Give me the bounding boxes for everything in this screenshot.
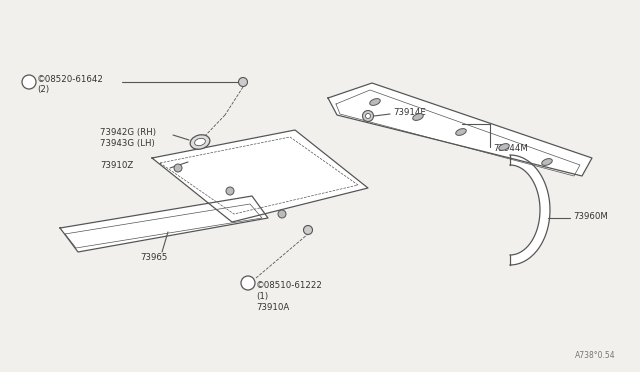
Polygon shape — [328, 83, 592, 176]
Polygon shape — [152, 130, 368, 222]
Polygon shape — [510, 155, 550, 265]
Text: S: S — [26, 79, 31, 85]
Text: 73942G (RH): 73942G (RH) — [100, 128, 156, 137]
Text: 73944M: 73944M — [493, 144, 528, 153]
Circle shape — [303, 225, 312, 234]
Ellipse shape — [195, 138, 205, 146]
Text: 73960M: 73960M — [573, 212, 608, 221]
Text: 73943G (LH): 73943G (LH) — [100, 138, 155, 148]
Text: S: S — [246, 280, 250, 286]
Text: 73910A: 73910A — [256, 302, 289, 311]
Circle shape — [239, 77, 248, 87]
Ellipse shape — [499, 144, 509, 150]
Text: A738°0.54: A738°0.54 — [575, 350, 616, 359]
Ellipse shape — [541, 158, 552, 166]
Text: ©08510-61222: ©08510-61222 — [256, 280, 323, 289]
Ellipse shape — [413, 113, 423, 121]
Text: 73965: 73965 — [140, 253, 168, 263]
Ellipse shape — [370, 99, 380, 105]
Ellipse shape — [456, 129, 467, 135]
Text: (1): (1) — [256, 292, 268, 301]
Polygon shape — [60, 196, 268, 252]
Circle shape — [362, 110, 374, 122]
Circle shape — [241, 276, 255, 290]
Ellipse shape — [190, 135, 210, 149]
Text: 73914E: 73914E — [393, 108, 426, 116]
Circle shape — [226, 187, 234, 195]
Circle shape — [278, 210, 286, 218]
Circle shape — [22, 75, 36, 89]
Circle shape — [365, 113, 371, 119]
Circle shape — [174, 164, 182, 172]
Text: ©08520-61642: ©08520-61642 — [37, 74, 104, 83]
Text: (2): (2) — [37, 84, 49, 93]
Text: 73910Z: 73910Z — [100, 160, 133, 170]
